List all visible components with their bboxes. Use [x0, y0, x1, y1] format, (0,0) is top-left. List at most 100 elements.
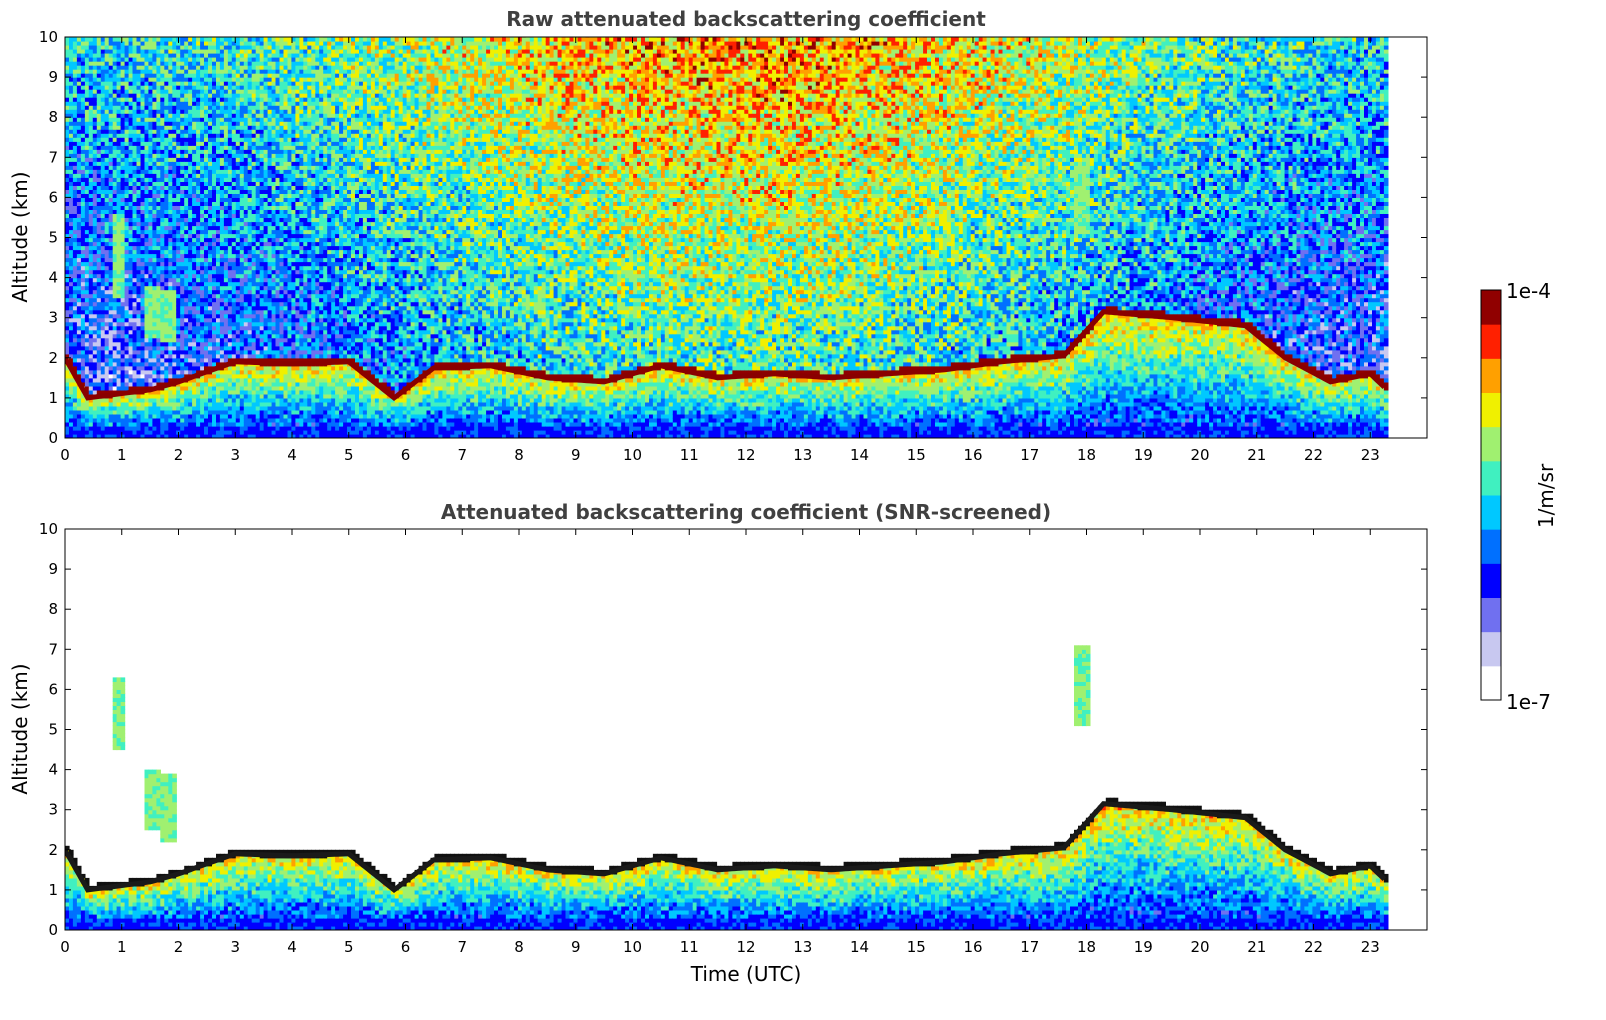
heatmap-cell: [121, 85, 126, 90]
heatmap-cell: [176, 254, 181, 259]
heatmap-cell: [121, 298, 126, 303]
heatmap-cell: [117, 246, 122, 251]
heatmap-cell: [224, 242, 229, 247]
heatmap-cell: [109, 41, 114, 46]
heatmap-cell: [77, 197, 82, 202]
heatmap-cell: [208, 193, 213, 198]
heatmap-cell: [160, 161, 165, 166]
heatmap-cell: [256, 314, 261, 319]
heatmap-cell: [220, 61, 225, 66]
heatmap-cell: [212, 161, 217, 166]
heatmap-cell: [105, 201, 110, 206]
heatmap-cell: [97, 358, 102, 363]
heatmap-cell: [176, 250, 181, 255]
heatmap-cell: [196, 73, 201, 78]
heatmap-cell: [168, 129, 173, 134]
heatmap-cell: [121, 326, 126, 331]
heatmap-cell: [97, 246, 102, 251]
heatmap-cell: [121, 201, 126, 206]
heatmap-cell: [168, 205, 173, 210]
heatmap-cell: [137, 354, 142, 359]
heatmap-cell: [125, 129, 130, 134]
heatmap-cell: [168, 314, 173, 319]
heatmap-cell: [180, 69, 185, 74]
heatmap-cell: [137, 326, 142, 331]
heatmap-cell: [204, 302, 209, 307]
heatmap-cell: [180, 218, 185, 223]
figure: Raw attenuated backscattering coefficien…: [0, 0, 1606, 1020]
heatmap-cell: [164, 334, 169, 339]
heatmap-cell: [109, 398, 114, 403]
heatmap-cell: [164, 45, 169, 50]
heatmap-cell: [176, 161, 181, 166]
heatmap-cell: [188, 77, 193, 82]
heatmap-cell: [204, 270, 209, 275]
heatmap-cell: [65, 282, 70, 287]
heatmap-cell: [252, 117, 257, 122]
heatmap-cell: [232, 406, 237, 411]
heatmap-cell: [77, 213, 82, 218]
heatmap-cell: [180, 394, 185, 399]
heatmap-cell: [105, 97, 110, 102]
heatmap-cell: [109, 165, 114, 170]
heatmap-cell: [133, 213, 138, 218]
heatmap-cell: [148, 129, 153, 134]
heatmap-cell: [109, 374, 114, 379]
heatmap-cell: [208, 346, 213, 351]
heatmap-cell: [168, 234, 173, 239]
heatmap-cell: [188, 129, 193, 134]
heatmap-cell: [240, 298, 245, 303]
heatmap-cell: [77, 234, 82, 239]
heatmap-cell: [220, 197, 225, 202]
heatmap-cell: [204, 354, 209, 359]
heatmap-cell: [252, 274, 257, 279]
heatmap-cell: [137, 278, 142, 283]
heatmap-cell: [125, 234, 130, 239]
heatmap-cell: [252, 246, 257, 251]
heatmap-cell: [160, 414, 165, 419]
heatmap-cell: [180, 310, 185, 315]
heatmap-cell: [196, 338, 201, 343]
heatmap-cell: [224, 121, 229, 126]
heatmap-cell: [208, 65, 213, 70]
heatmap-cell: [125, 386, 130, 391]
heatmap-cell: [256, 105, 261, 110]
heatmap-cell: [133, 145, 138, 150]
heatmap-cell: [220, 382, 225, 387]
heatmap-cell: [73, 274, 78, 279]
heatmap-cell: [252, 177, 257, 182]
heatmap-cell: [137, 418, 142, 423]
heatmap-cell: [192, 197, 197, 202]
heatmap-cell: [208, 133, 213, 138]
heatmap-cell: [212, 390, 217, 395]
heatmap-cell: [240, 77, 245, 82]
heatmap-cell: [188, 338, 193, 343]
heatmap-cell: [224, 294, 229, 299]
heatmap-cell: [232, 410, 237, 415]
heatmap-cell: [224, 73, 229, 78]
heatmap-cell: [164, 406, 169, 411]
heatmap-cell: [224, 334, 229, 339]
heatmap-cell: [89, 426, 94, 431]
heatmap-cell: [176, 149, 181, 154]
heatmap-cell: [77, 330, 82, 335]
heatmap-cell: [248, 302, 253, 307]
heatmap-cell: [125, 422, 130, 427]
heatmap-cell: [204, 121, 209, 126]
heatmap-cell: [81, 181, 86, 186]
heatmap-cell: [196, 173, 201, 178]
heatmap-cell: [148, 350, 153, 355]
heatmap-cell: [248, 282, 253, 287]
heatmap-cell: [109, 254, 114, 259]
heatmap-cell: [89, 85, 94, 90]
heatmap-cell: [109, 89, 114, 94]
heatmap-cell: [256, 113, 261, 118]
heatmap-cell: [81, 402, 86, 407]
heatmap-cell: [160, 238, 165, 243]
heatmap-cell: [204, 358, 209, 363]
heatmap-cell: [117, 354, 122, 359]
heatmap-cell: [176, 394, 181, 399]
heatmap-cell: [141, 302, 146, 307]
heatmap-cell: [196, 125, 201, 130]
heatmap-cell: [65, 37, 70, 42]
